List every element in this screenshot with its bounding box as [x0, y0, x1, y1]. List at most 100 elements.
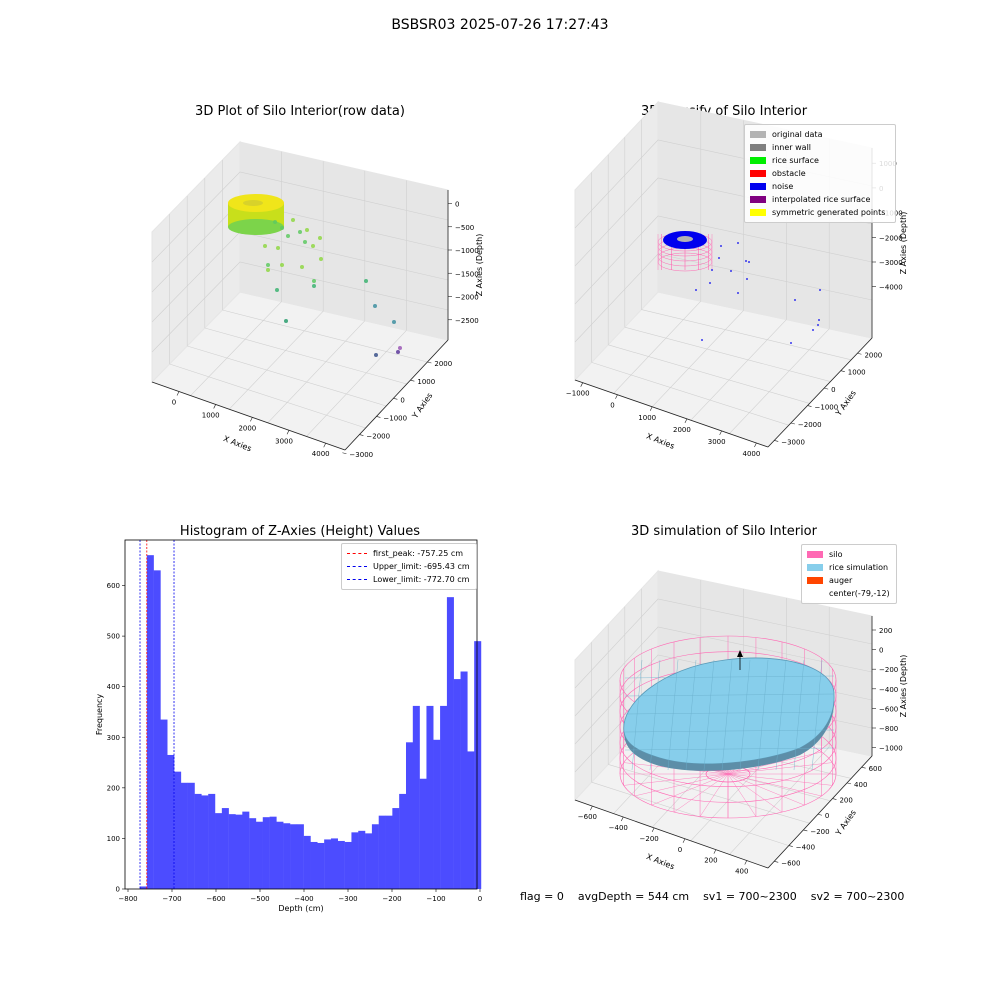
legend-label: rice surface	[772, 156, 819, 165]
histogram-bar	[474, 641, 482, 889]
plot1-z-axis-label: Z Axies (Depth)	[475, 234, 484, 297]
plot4-y-tick-label: −400	[796, 844, 815, 852]
plot2-noise-point	[737, 292, 739, 294]
histogram-legend-item: Upper_limit: -695.43 cm	[347, 560, 471, 573]
histogram-bar	[392, 808, 400, 889]
legend-line	[347, 553, 367, 554]
histogram-bar	[187, 782, 195, 889]
plot1-y-tick	[342, 452, 347, 455]
plot2-grid-line	[574, 215, 873, 305]
plot1-grid-line	[267, 320, 366, 424]
plot2-y-tick	[807, 405, 812, 407]
histogram-bar	[453, 679, 461, 889]
plot1-x-tick	[323, 443, 326, 448]
histogram-bar	[310, 841, 318, 889]
plot2-y-tick	[790, 422, 795, 425]
histogram-bar	[140, 886, 148, 889]
plot1-x-tick	[286, 430, 290, 435]
plot1-z-tick-label: −1000	[455, 247, 479, 255]
plot1-data-point	[298, 230, 302, 234]
histogram-bar	[324, 839, 332, 889]
histogram-legend: first_peak: -757.25 cm Upper_limit: -695.…	[341, 543, 477, 590]
plot4-x-tick-label: −400	[609, 824, 628, 832]
plot1-z-tick-label: 0	[455, 201, 459, 209]
plot4-silo-spoke	[727, 762, 833, 775]
plot2-y-tick	[824, 387, 829, 390]
plot1-grid-line	[169, 363, 366, 429]
histogram-bar	[160, 719, 168, 889]
plot1-data-point	[291, 218, 295, 222]
plot4-y-tick-label: 0	[825, 812, 829, 820]
plot4-x-tick-label: 400	[735, 868, 748, 876]
plot2-y-axis-line	[767, 337, 873, 448]
plot4-silo-spoke	[651, 773, 729, 806]
histogram-bar	[419, 778, 427, 889]
plot1-z-tick-label: −500	[455, 224, 474, 232]
histogram-bar	[255, 821, 263, 889]
plot2-legend-item: noise	[750, 180, 890, 193]
histogram-bar	[215, 813, 223, 889]
histogram-bar	[467, 751, 475, 889]
plot2-x-tick-label: 4000	[743, 450, 761, 458]
plot4-z-tick-label: 200	[879, 627, 892, 635]
histogram-bar	[146, 555, 154, 889]
plot1-grid-line	[151, 171, 449, 263]
histogram-bar	[276, 821, 284, 889]
histogram-bar	[440, 705, 448, 889]
histogram-bar	[235, 814, 243, 889]
plot2-grid-line	[641, 309, 852, 361]
plot4-mesh-line	[624, 711, 835, 715]
plot2-noise-point	[818, 319, 820, 321]
plot1-y-tick	[376, 416, 381, 418]
plot1-grid-line	[190, 301, 282, 396]
plot4-x-axis-line	[574, 799, 769, 869]
plot2-legend-item: symmetric generated points	[750, 206, 890, 219]
plot4-x-tick	[590, 805, 593, 811]
plot4-y-tick-label: 400	[854, 781, 867, 789]
histogram-x-tick-label: −600	[206, 895, 225, 903]
plot4-y-tick	[861, 766, 866, 769]
histogram-x-tick-label: −500	[250, 895, 269, 903]
plot1-grid-line	[187, 345, 387, 407]
plot2-noise-point	[746, 278, 748, 280]
plot2-classify-3d: −1000 0 1000 2000 3000 4000 2000 1000 0 −1000 −200…	[566, 100, 908, 458]
plot1-y-tick	[410, 379, 415, 382]
plot4-mesh-line	[721, 659, 733, 771]
plot4-simulation-3d: −600−400−20002004006004002000−200−400−60…	[574, 569, 908, 876]
legend-swatch	[750, 144, 766, 151]
plot2-noise-point	[790, 342, 792, 344]
plot1-data-point	[396, 350, 400, 354]
legend-swatch	[750, 170, 766, 177]
plot1-data-point	[275, 288, 279, 292]
plot4-mesh-line	[667, 659, 679, 771]
plot4-y-tick-label: 200	[839, 797, 852, 805]
histogram-bar	[249, 818, 257, 889]
legend-label: noise	[772, 182, 794, 191]
avg-depth-text: avgDepth = 544 cm	[577, 890, 690, 903]
plot2-legend-item: rice surface	[750, 154, 890, 167]
plot4-x-tick-label: 0	[678, 846, 682, 854]
plot1-z-tick-label: −2500	[455, 317, 479, 325]
plot4-z-tick-label: −200	[879, 666, 898, 674]
plot1-y-tick-label: 2000	[434, 360, 452, 368]
plot2-z-tick-label: −2000	[879, 234, 903, 242]
legend-swatch	[807, 551, 823, 558]
plot1-x-tick	[250, 417, 253, 422]
histogram-bar	[262, 817, 270, 889]
plot1-x-tick-label: 2000	[238, 424, 256, 432]
plot2-noise-point	[720, 245, 722, 247]
plot1-data-point	[373, 304, 377, 308]
histogram-x-tick-label: −200	[382, 895, 401, 903]
plot4-legend-item: auger	[807, 574, 891, 587]
histogram-y-axis-label: Frequency	[95, 694, 104, 736]
sv2-text: sv2 = 700~2300	[810, 890, 905, 903]
plot1-data-point	[273, 220, 277, 224]
plot1-grid-line	[204, 327, 407, 385]
histogram-bar	[303, 835, 311, 889]
legend-label: Lower_limit: -772.70 cm	[373, 575, 470, 584]
plot4-y-tick-label: 600	[869, 765, 882, 773]
histogram-bar	[174, 771, 182, 889]
plot2-disc-center	[677, 236, 693, 242]
plot4-x-axis-label: X Axies	[645, 852, 676, 871]
plot1-y-axis-line	[344, 339, 449, 451]
